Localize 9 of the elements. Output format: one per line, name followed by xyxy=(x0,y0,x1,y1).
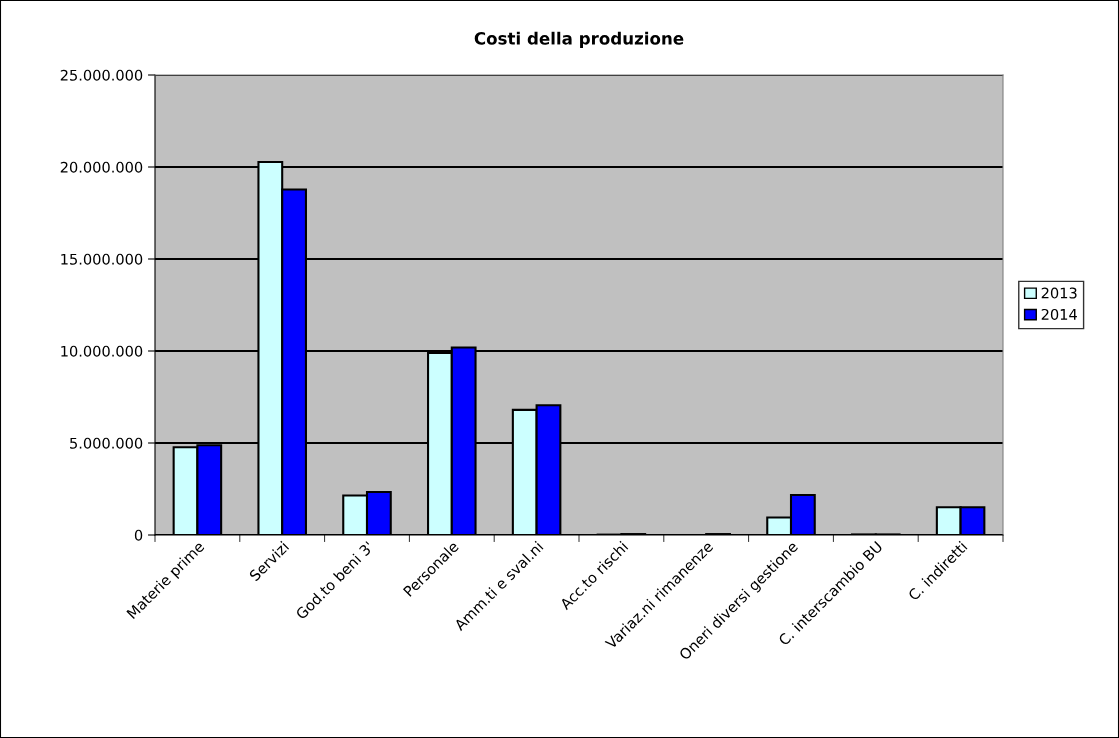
legend-label: 2013 xyxy=(1041,287,1077,299)
chart-title: Costi della produzione xyxy=(474,31,684,48)
y-tick-label: 10.000.000 xyxy=(61,345,143,357)
y-tick-label: 0 xyxy=(134,529,143,541)
y-tick-label: 5.000.000 xyxy=(70,437,143,449)
y-tick-label: 20.000.000 xyxy=(60,161,143,173)
y-tick-label: 25.000.000 xyxy=(60,69,143,81)
y-tick-label: 15.000.000 xyxy=(61,253,143,265)
legend-label: 2014 xyxy=(1041,308,1077,320)
